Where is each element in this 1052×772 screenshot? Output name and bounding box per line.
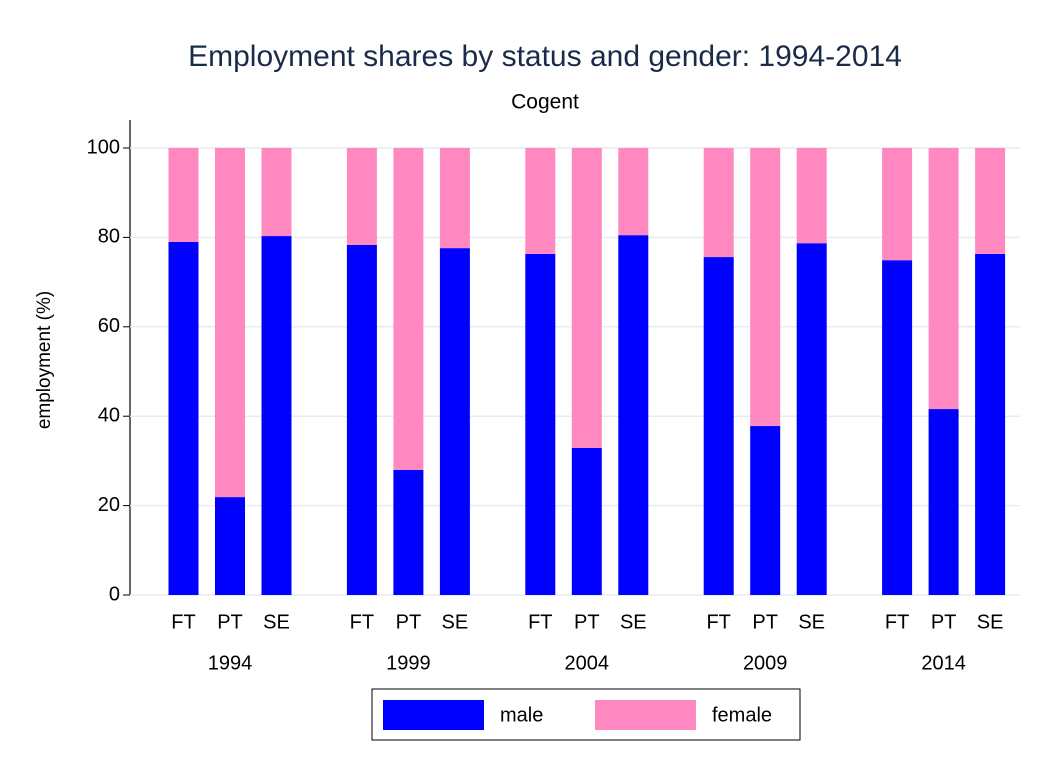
bar-segment (168, 148, 199, 242)
y-tick-label: 100 (87, 136, 120, 158)
group-label: 1999 (386, 652, 431, 674)
group-label: 1994 (208, 652, 253, 674)
bar-segment (346, 148, 377, 245)
bar-segment (168, 241, 199, 595)
bar-segment (346, 244, 377, 595)
group-label: 2009 (743, 652, 788, 674)
bar-segment (571, 447, 602, 595)
bar-segment (882, 260, 913, 595)
group-label: 2004 (565, 652, 610, 674)
bar-segment (439, 148, 470, 249)
bar-segment (882, 148, 913, 261)
x-tick-label: PT (574, 611, 600, 633)
bar-segment (618, 235, 649, 596)
bar-segment (928, 148, 959, 410)
legend-swatch (383, 700, 484, 730)
bar-segment (261, 236, 292, 595)
x-tick-label: SE (263, 611, 290, 633)
x-tick-label: SE (620, 611, 647, 633)
bar-segment (439, 248, 470, 596)
bar-segment (393, 148, 424, 470)
bar-segment (618, 148, 649, 236)
legend-label: male (500, 704, 543, 726)
y-tick-label: 80 (98, 226, 120, 248)
x-tick-label: PT (752, 611, 778, 633)
chart-title: Employment shares by status and gender: … (188, 40, 902, 73)
bar-segment (525, 148, 556, 254)
x-tick-label: PT (396, 611, 422, 633)
bar-segment (215, 497, 245, 595)
x-tick-label: FT (528, 611, 552, 633)
x-tick-label: FT (885, 611, 909, 633)
x-tick-label: FT (171, 611, 195, 633)
bar-segment (393, 469, 424, 595)
bar-segment (571, 148, 602, 448)
bar-segment (750, 148, 781, 427)
x-tick-label: PT (931, 611, 957, 633)
x-tick-label: SE (442, 611, 469, 633)
bar-segment (928, 409, 959, 595)
bar-segment (796, 243, 827, 595)
legend-swatch (595, 700, 696, 730)
bar-segment (975, 148, 1006, 254)
y-tick-label: 60 (98, 315, 120, 337)
y-axis-label: employment (%) (34, 291, 55, 429)
bar-segment (796, 148, 827, 244)
x-tick-label: FT (706, 611, 730, 633)
x-tick-label: FT (350, 611, 374, 633)
bar-segment (703, 257, 734, 595)
bar-segment (261, 148, 292, 237)
y-tick-label: 40 (98, 404, 120, 426)
y-tick-label: 0 (109, 583, 120, 605)
bar-segment (975, 253, 1006, 595)
chart-subtitle: Cogent (511, 91, 579, 114)
bar-segment (215, 148, 245, 498)
bar-segment (750, 426, 781, 595)
x-tick-label: PT (217, 611, 243, 633)
y-tick-label: 20 (98, 494, 120, 516)
bar-segment (703, 148, 734, 258)
group-label: 2014 (921, 652, 966, 674)
legend-label: female (712, 704, 772, 726)
x-tick-label: SE (798, 611, 825, 633)
bar-segment (525, 253, 556, 595)
x-tick-label: SE (977, 611, 1004, 633)
